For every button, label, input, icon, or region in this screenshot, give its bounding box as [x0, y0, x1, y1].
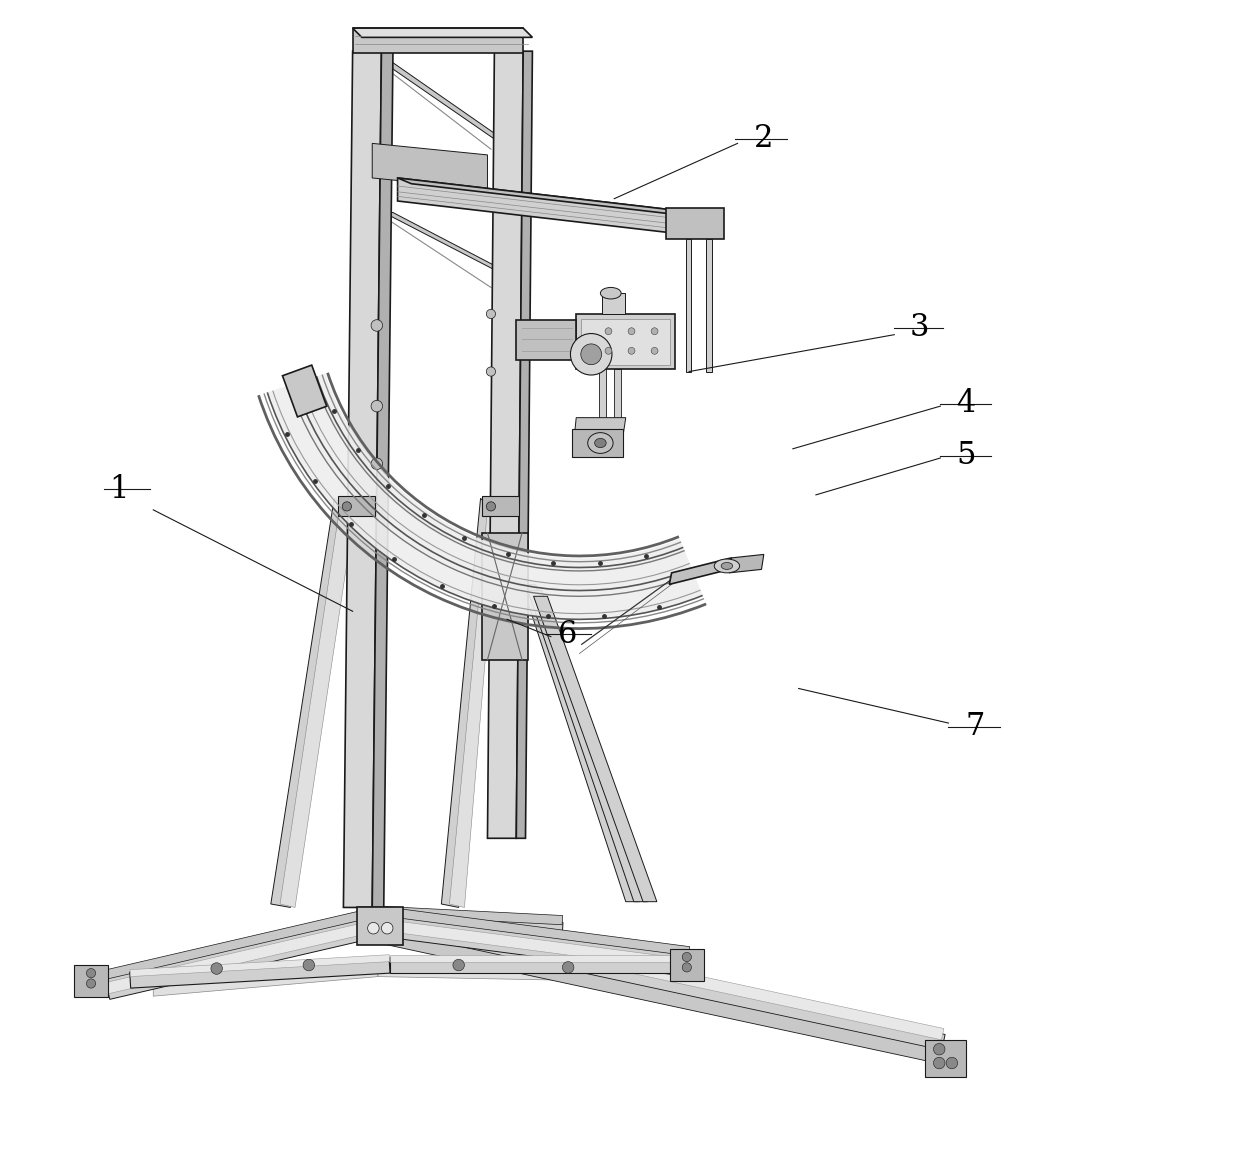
Polygon shape	[707, 239, 712, 372]
Text: 3: 3	[910, 313, 930, 343]
Polygon shape	[378, 914, 691, 976]
Circle shape	[486, 367, 496, 376]
Text: 4: 4	[956, 388, 976, 419]
Polygon shape	[614, 369, 621, 418]
Polygon shape	[379, 930, 944, 1064]
Polygon shape	[379, 907, 563, 925]
Polygon shape	[107, 907, 382, 979]
Polygon shape	[270, 498, 350, 908]
Circle shape	[87, 968, 95, 977]
Circle shape	[570, 334, 611, 375]
Polygon shape	[574, 418, 626, 441]
Polygon shape	[378, 914, 945, 1057]
Polygon shape	[670, 558, 732, 585]
Polygon shape	[481, 496, 518, 515]
Polygon shape	[599, 369, 606, 418]
Circle shape	[682, 952, 692, 961]
Polygon shape	[925, 1040, 966, 1077]
Polygon shape	[487, 51, 523, 838]
Circle shape	[342, 501, 351, 511]
Polygon shape	[130, 957, 389, 988]
Polygon shape	[352, 28, 532, 37]
Polygon shape	[398, 178, 709, 219]
Circle shape	[303, 959, 315, 970]
Polygon shape	[105, 919, 382, 994]
Polygon shape	[516, 51, 532, 838]
Polygon shape	[572, 430, 624, 457]
Ellipse shape	[595, 439, 606, 448]
Circle shape	[605, 328, 611, 335]
Polygon shape	[516, 320, 577, 360]
Polygon shape	[379, 919, 689, 970]
Polygon shape	[577, 314, 676, 369]
Polygon shape	[383, 63, 526, 155]
Circle shape	[651, 328, 658, 335]
Polygon shape	[389, 954, 684, 961]
Polygon shape	[357, 908, 403, 945]
Polygon shape	[130, 954, 389, 976]
Polygon shape	[481, 533, 528, 660]
Polygon shape	[378, 965, 676, 982]
Circle shape	[486, 309, 496, 318]
Polygon shape	[389, 957, 684, 973]
Ellipse shape	[722, 563, 733, 570]
Text: 1: 1	[109, 474, 129, 505]
Polygon shape	[729, 555, 764, 573]
Text: 2: 2	[754, 123, 774, 154]
Polygon shape	[522, 585, 640, 902]
Polygon shape	[268, 374, 703, 620]
Text: 6: 6	[558, 618, 578, 650]
Text: 5: 5	[956, 440, 976, 471]
Circle shape	[946, 1057, 957, 1069]
Polygon shape	[528, 591, 647, 902]
Polygon shape	[372, 144, 487, 190]
Polygon shape	[372, 51, 393, 908]
Circle shape	[605, 347, 611, 354]
Circle shape	[371, 320, 383, 331]
Circle shape	[211, 962, 222, 974]
Circle shape	[934, 1057, 945, 1069]
Circle shape	[629, 328, 635, 335]
Circle shape	[367, 923, 379, 935]
Circle shape	[486, 501, 496, 511]
Circle shape	[651, 347, 658, 354]
Polygon shape	[104, 914, 383, 999]
Polygon shape	[379, 908, 944, 1040]
Polygon shape	[73, 965, 108, 997]
Polygon shape	[379, 914, 563, 945]
Circle shape	[87, 979, 95, 988]
Ellipse shape	[714, 559, 739, 573]
Circle shape	[453, 959, 465, 970]
Circle shape	[371, 459, 383, 469]
Ellipse shape	[588, 433, 613, 454]
Polygon shape	[533, 596, 657, 902]
Circle shape	[563, 961, 574, 973]
Polygon shape	[379, 907, 689, 955]
Polygon shape	[441, 498, 492, 908]
Polygon shape	[352, 28, 523, 53]
Polygon shape	[337, 496, 374, 515]
Text: 7: 7	[965, 711, 985, 742]
Circle shape	[580, 344, 601, 365]
Circle shape	[934, 1043, 945, 1055]
Polygon shape	[343, 51, 382, 908]
Polygon shape	[686, 239, 692, 372]
Polygon shape	[398, 178, 694, 235]
Circle shape	[382, 923, 393, 935]
Polygon shape	[280, 498, 355, 908]
Polygon shape	[154, 965, 378, 996]
Polygon shape	[449, 498, 497, 908]
Polygon shape	[666, 208, 724, 239]
Polygon shape	[580, 318, 670, 365]
Circle shape	[629, 347, 635, 354]
Polygon shape	[383, 213, 526, 281]
Polygon shape	[670, 948, 704, 981]
Circle shape	[682, 962, 692, 972]
Polygon shape	[601, 293, 625, 314]
Polygon shape	[283, 365, 326, 417]
Ellipse shape	[600, 287, 621, 299]
Circle shape	[371, 401, 383, 412]
